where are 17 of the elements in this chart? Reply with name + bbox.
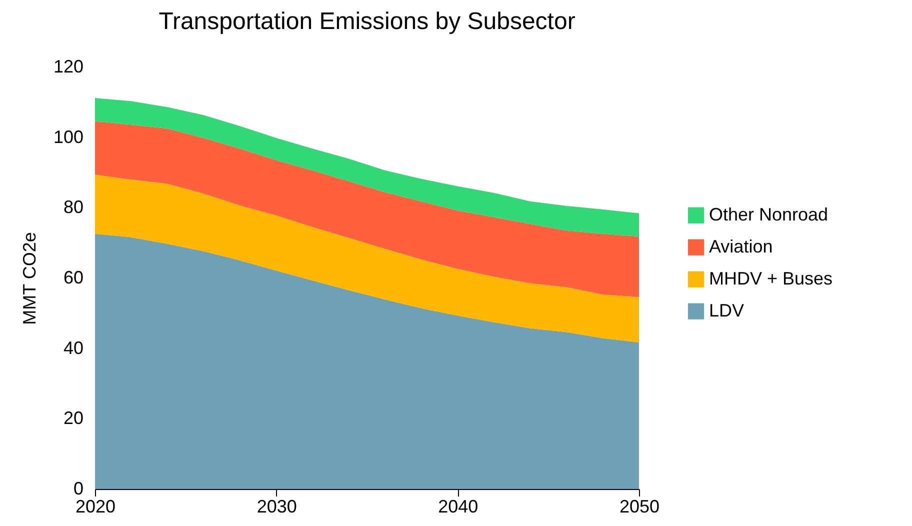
x-tick-label: 2050 [619, 496, 660, 516]
x-tick-label: 2040 [438, 496, 478, 516]
x-tick-label: 2030 [256, 496, 297, 516]
y-tick-label: 100 [53, 126, 84, 147]
legend-label: Aviation [709, 236, 773, 256]
legend-label: Other Nonroad [709, 204, 828, 224]
y-tick-label: 120 [53, 56, 84, 76]
chart-title: Transportation Emissions by Subsector [158, 8, 576, 35]
y-tick-label: 40 [63, 338, 84, 358]
legend-label: LDV [709, 300, 744, 320]
y-tick-label: 60 [63, 268, 84, 288]
legend-label: MHDV + Buses [709, 268, 833, 288]
y-tick-label: 0 [73, 478, 84, 498]
x-tick-label: 2020 [75, 496, 116, 516]
y-tick-label: 20 [63, 408, 84, 428]
y-tick-label: 80 [63, 197, 84, 218]
y-axis-title: MMT CO2e [19, 232, 40, 325]
